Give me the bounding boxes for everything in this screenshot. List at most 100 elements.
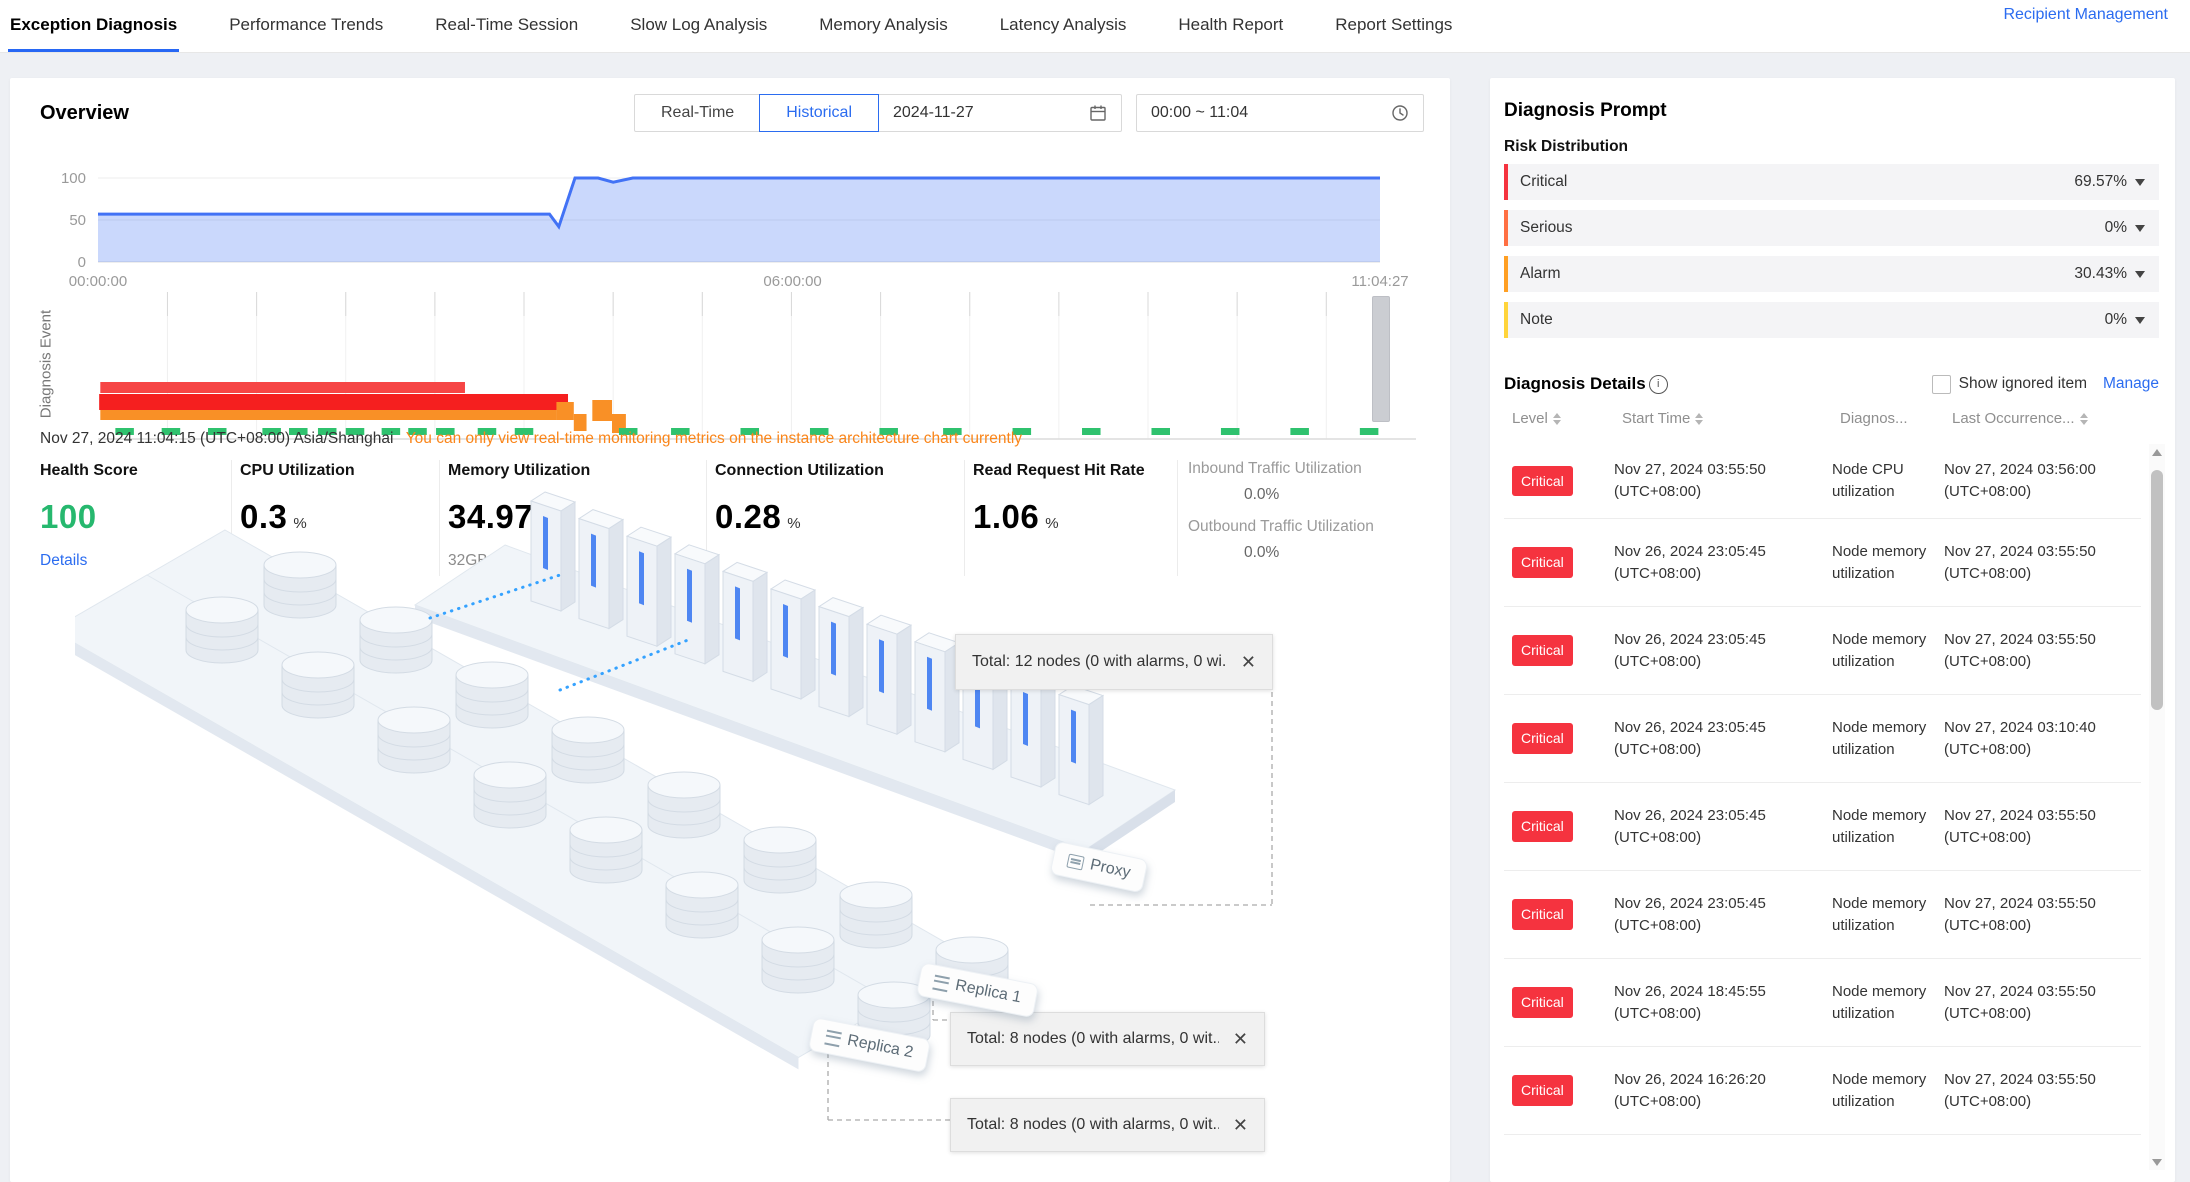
- risk-row-serious[interactable]: Serious0%: [1504, 210, 2159, 246]
- overview-panel: Overview Real-Time Historical 2024-11-27…: [10, 78, 1450, 1182]
- shape: [609, 520, 623, 629]
- table-row[interactable]: CriticalNov 26, 2024 23:05:45 (UTC+08:00…: [1504, 607, 2141, 695]
- diagnosis-item-cell: Node memory utilization: [1832, 893, 1944, 937]
- risk-label: Alarm: [1520, 265, 2074, 283]
- table-row[interactable]: CriticalNov 26, 2024 23:05:45 (UTC+08:00…: [1504, 783, 2141, 871]
- risk-value: 30.43%: [2074, 265, 2127, 283]
- last-occurrence-cell: Nov 27, 2024 03:55:50 (UTC+08:00): [1944, 541, 2135, 585]
- manage-link[interactable]: Manage: [2103, 375, 2159, 393]
- shape: [561, 502, 575, 611]
- close-icon[interactable]: ✕: [1233, 1029, 1248, 1050]
- cylinder-top: [282, 652, 354, 678]
- chevron-down-icon[interactable]: [2135, 225, 2145, 232]
- tab-slow-log-analysis[interactable]: Slow Log Analysis: [630, 0, 767, 52]
- layers-icon: [932, 974, 950, 992]
- column-header-level[interactable]: Level: [1504, 410, 1622, 427]
- status-badge: Critical: [1512, 987, 1573, 1017]
- event-bar: [99, 394, 568, 410]
- tab-report-settings[interactable]: Report Settings: [1335, 0, 1452, 52]
- shape: [783, 604, 788, 658]
- tab-real-time-session[interactable]: Real-Time Session: [435, 0, 578, 52]
- tab-performance-trends[interactable]: Performance Trends: [229, 0, 383, 52]
- shape: [543, 516, 548, 570]
- chevron-down-icon[interactable]: [2135, 179, 2145, 186]
- table-row[interactable]: CriticalNov 26, 2024 18:45:55 (UTC+08:00…: [1504, 959, 2141, 1047]
- shape: [1071, 710, 1076, 764]
- recipient-management-link[interactable]: Recipient Management: [2003, 0, 2168, 44]
- layers-icon: [824, 1029, 842, 1047]
- table-row[interactable]: CriticalNov 27, 2024 03:55:50 (UTC+08:00…: [1504, 444, 2141, 519]
- page: Exception Diagnosis Performance Trends Rea…: [0, 0, 2190, 1182]
- diagnosis-item-cell: Node memory utilization: [1832, 629, 1944, 673]
- event-bar: [100, 382, 465, 393]
- tab-latency-analysis[interactable]: Latency Analysis: [1000, 0, 1127, 52]
- risk-value: 0%: [2105, 311, 2127, 329]
- diagnosis-details-title: Diagnosis Details i: [1504, 374, 1668, 394]
- column-label: Level: [1512, 410, 1548, 427]
- cylinder-top: [474, 762, 546, 788]
- tab-exception-diagnosis[interactable]: Exception Diagnosis: [10, 0, 177, 52]
- show-ignored-checkbox[interactable]: [1932, 375, 1951, 394]
- diagnosis-item-cell: Node memory utilization: [1832, 1069, 1944, 1113]
- diagnosis-item-cell: Node memory utilization: [1832, 981, 1944, 1025]
- table-row[interactable]: CriticalNov 26, 2024 23:05:45 (UTC+08:00…: [1504, 871, 2141, 959]
- shape: [897, 625, 911, 734]
- risk-row-critical[interactable]: Critical69.57%: [1504, 164, 2159, 200]
- proxy-label: Proxy: [1088, 856, 1132, 882]
- time-controls: Real-Time Historical 2024-11-27 00:00 ~ …: [634, 94, 1424, 132]
- column-header-diagnos[interactable]: Diagnos...: [1840, 410, 1952, 427]
- table-row[interactable]: CriticalNov 26, 2024 23:05:45 (UTC+08:00…: [1504, 695, 2141, 783]
- last-occurrence-cell: Nov 27, 2024 03:55:50 (UTC+08:00): [1944, 893, 2135, 937]
- realtime-button[interactable]: Real-Time: [635, 95, 760, 131]
- chart-scroll-handle[interactable]: [1372, 296, 1390, 422]
- chevron-down-icon[interactable]: [2135, 317, 2145, 324]
- chevron-down-icon[interactable]: [2135, 271, 2145, 278]
- table-row[interactable]: CriticalNov 26, 2024 23:05:45 (UTC+08:00…: [1504, 519, 2141, 607]
- scroll-up-icon[interactable]: [2149, 444, 2165, 460]
- cylinder-top: [456, 662, 528, 688]
- status-badge: Critical: [1512, 899, 1573, 929]
- clock-icon[interactable]: [1391, 104, 1409, 122]
- sort-icon[interactable]: [2080, 413, 2088, 425]
- risk-label: Note: [1520, 311, 2105, 329]
- shape: [687, 569, 692, 623]
- time-range-value: 00:00 ~ 11:04: [1151, 104, 1248, 122]
- historical-button[interactable]: Historical: [759, 94, 879, 132]
- diagnosis-item-cell: Node memory utilization: [1832, 717, 1944, 761]
- column-header-last-occurrence[interactable]: Last Occurrence...: [1952, 410, 2143, 427]
- risk-row-note[interactable]: Note0%: [1504, 302, 2159, 338]
- sort-icon[interactable]: [1695, 413, 1703, 425]
- shape: [879, 639, 884, 693]
- close-icon[interactable]: ✕: [1241, 652, 1256, 673]
- x-tick-label: 11:04:27: [1351, 273, 1408, 290]
- tab-memory-analysis[interactable]: Memory Analysis: [819, 0, 947, 52]
- status-badge: Critical: [1512, 547, 1573, 577]
- instance-architecture-chart: [75, 420, 1405, 1182]
- show-ignored-label: Show ignored item: [1959, 375, 2087, 393]
- risk-distribution-title: Risk Distribution: [1504, 138, 1628, 156]
- time-range-picker[interactable]: 00:00 ~ 11:04: [1136, 94, 1424, 132]
- close-icon[interactable]: ✕: [1233, 1115, 1248, 1136]
- scrollbar-thumb[interactable]: [2151, 470, 2163, 710]
- sort-icon[interactable]: [1553, 413, 1561, 425]
- cylinder-top: [840, 882, 912, 908]
- replica1-label: Replica 1: [954, 977, 1023, 1007]
- scroll-down-icon[interactable]: [2149, 1154, 2165, 1170]
- table-scrollbar: [2149, 444, 2165, 1170]
- column-header-start-time[interactable]: Start Time: [1622, 410, 1840, 427]
- details-table-header: Level Start TimeDiagnos...Last Occurrence…: [1504, 410, 2143, 427]
- cylinder-top: [186, 597, 258, 623]
- last-occurrence-cell: Nov 27, 2024 03:55:50 (UTC+08:00): [1944, 981, 2135, 1025]
- tab-health-report[interactable]: Health Report: [1178, 0, 1283, 52]
- shape: [1041, 678, 1055, 787]
- table-row[interactable]: CriticalNov 26, 2024 16:26:20 (UTC+08:00…: [1504, 1047, 2141, 1135]
- risk-list: Critical69.57% Serious0% Alarm30.43% Note0%: [1504, 164, 2159, 338]
- info-icon[interactable]: i: [1649, 375, 1668, 394]
- risk-row-alarm[interactable]: Alarm30.43%: [1504, 256, 2159, 292]
- date-picker[interactable]: 2024-11-27: [879, 95, 1121, 131]
- status-badge: Critical: [1512, 635, 1573, 665]
- details-table-body: Critical Nov 27, 2024 03:55:50 (UTC+08:00…: [1504, 444, 2141, 1182]
- shape: [1023, 692, 1028, 746]
- cylinder-top: [264, 552, 336, 578]
- calendar-icon[interactable]: [1089, 104, 1107, 122]
